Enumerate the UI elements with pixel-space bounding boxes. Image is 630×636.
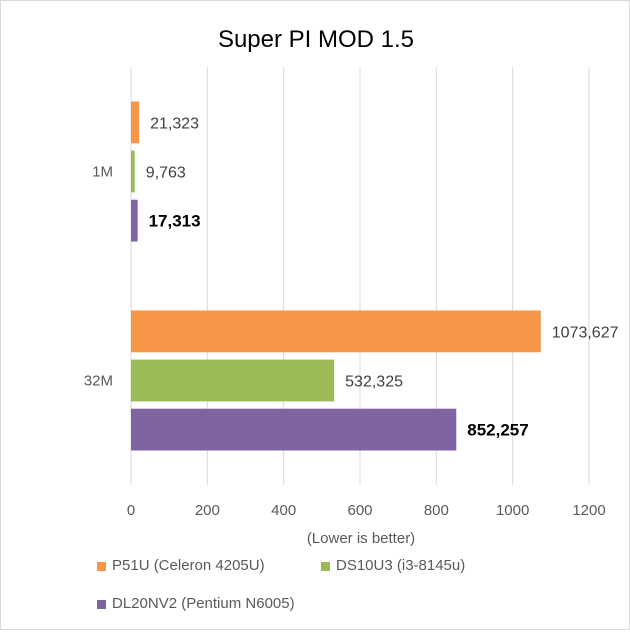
bar <box>131 101 140 144</box>
legend-label-ds10u3: DS10U3 (i3-8145u) <box>336 557 466 574</box>
chart-title: Super PI MOD 1.5 <box>218 26 414 53</box>
bar <box>131 359 335 402</box>
x-tick-label: 1000 <box>496 502 529 519</box>
x-tick-label: 1200 <box>572 502 605 519</box>
bar <box>131 408 457 451</box>
data-label: 852,257 <box>467 421 528 440</box>
legend-item-dl20nv2: DL20NV2 (Pentium N6005) <box>97 595 295 612</box>
bar <box>131 310 541 353</box>
bar <box>131 199 138 242</box>
data-label: 1073,627 <box>552 324 619 341</box>
legend-swatch-dl20nv2 <box>97 599 106 609</box>
legend-swatch-p51u <box>97 561 106 571</box>
data-label: 21,323 <box>150 115 199 132</box>
data-label: 9,763 <box>146 165 186 182</box>
data-label: 532,325 <box>345 374 403 391</box>
legend-label-dl20nv2: DL20NV2 (Pentium N6005) <box>112 595 295 612</box>
category-label: 1M <box>92 164 113 181</box>
x-axis-label: (Lower is better) <box>307 530 415 547</box>
x-tick-label: 400 <box>271 502 296 519</box>
category-label: 32M <box>84 373 113 390</box>
legend-label-p51u: P51U (Celeron 4205U) <box>112 557 265 574</box>
x-tick-label: 800 <box>424 502 449 519</box>
legend-item-p51u: P51U (Celeron 4205U) <box>97 557 265 574</box>
x-tick-label: 0 <box>127 502 135 519</box>
x-tick-label: 200 <box>195 502 220 519</box>
data-label: 17,313 <box>149 212 201 231</box>
x-tick-label: 600 <box>347 502 372 519</box>
bar <box>131 150 135 193</box>
legend-swatch-ds10u3 <box>321 561 330 571</box>
legend-item-ds10u3: DS10U3 (i3-8145u) <box>321 557 465 574</box>
